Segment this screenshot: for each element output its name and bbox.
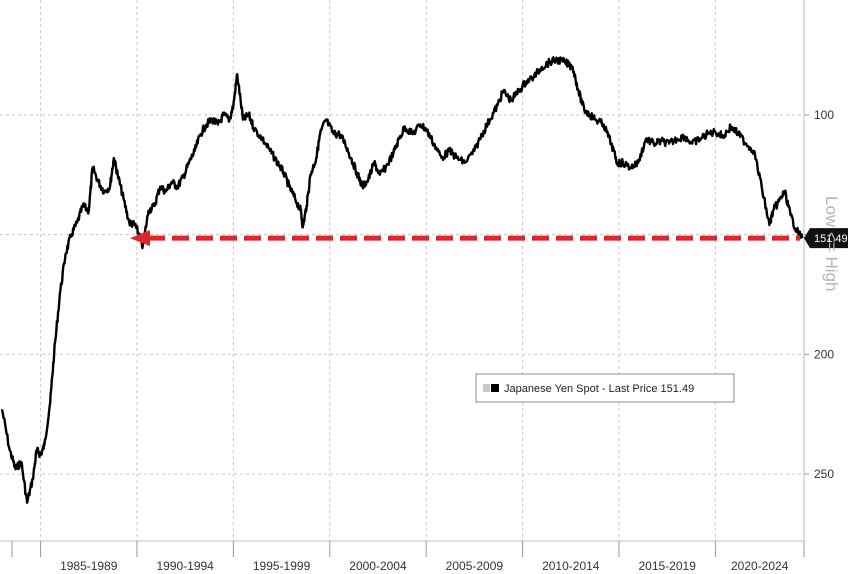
x-tick-label: 2005-2009: [446, 559, 504, 573]
x-tick-label: 2015-2019: [638, 559, 696, 573]
x-tick-label: 1985-1989: [60, 559, 118, 573]
y-axis-ticks: 100 200 250: [804, 108, 834, 481]
grid-lines: [0, 0, 805, 542]
y-axis-title: Low <= High: [822, 196, 841, 291]
x-tick-label: 1995-1999: [253, 559, 311, 573]
reference-arrow: [130, 230, 801, 247]
legend-swatch-muted: [483, 384, 490, 392]
y-tick-label: 200: [814, 347, 834, 361]
last-price-badge: [804, 228, 848, 249]
x-tick-label: 2020-2024: [731, 559, 789, 573]
legend: Japanese Yen Spot - Last Price 151.49: [475, 373, 735, 403]
x-tick-label: 2000-2004: [349, 559, 407, 573]
x-axis: 1985-1989 1990-1994 1995-1999 2000-2004 2005…: [11, 541, 805, 573]
y-tick-label: 250: [814, 467, 834, 481]
legend-label: Japanese Yen Spot - Last Price 151.49: [504, 383, 694, 395]
y-tick-label: 100: [814, 108, 834, 122]
series-layer: [0, 56, 804, 504]
x-tick-label: 1990-1994: [156, 559, 214, 573]
x-tick-label: 2010-2014: [542, 559, 600, 573]
reference-arrow-head: [130, 230, 150, 247]
legend-box: [475, 373, 735, 403]
series-line: [0, 56, 804, 504]
last-price-value: 151.49: [814, 233, 848, 245]
last-price-marker: 151.49: [804, 228, 848, 249]
legend-swatch: [491, 384, 499, 392]
